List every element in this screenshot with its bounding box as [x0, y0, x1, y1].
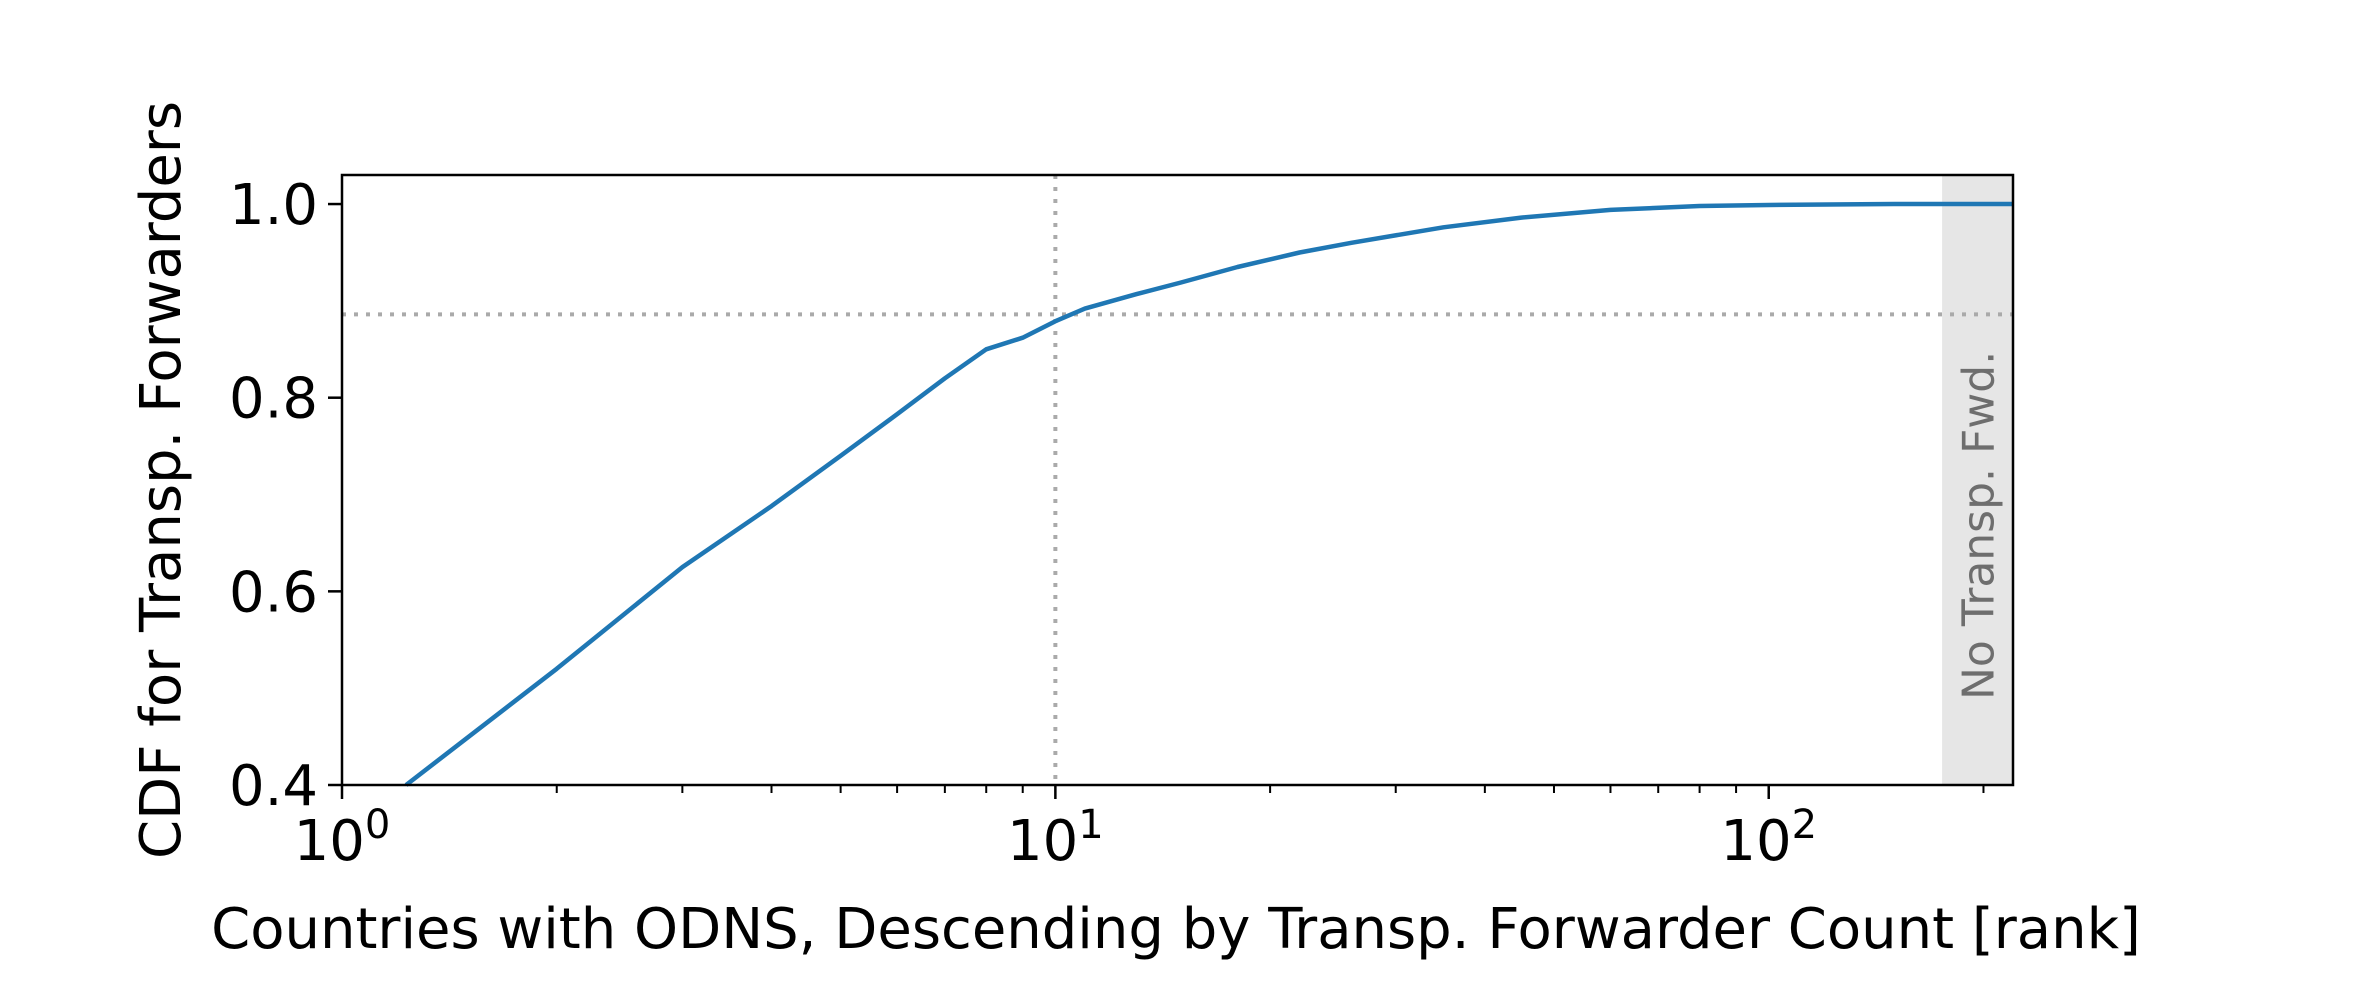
- shaded-region-layer: [1942, 175, 2013, 785]
- x-axis-label: Countries with ODNS, Descending by Trans…: [211, 897, 2141, 962]
- y-tick-label: 0.8: [229, 367, 318, 432]
- series-line-0: [404, 201, 2013, 787]
- y-tick-label: 1.0: [229, 173, 318, 238]
- x-tick-label: 100: [294, 802, 391, 874]
- reference-lines-layer: [342, 175, 2013, 785]
- ticks-layer: 0.4 0.6 0.8 1.0 100 101 102: [229, 173, 1985, 874]
- y-axis-label: CDF for Transp. Forwarders: [129, 101, 194, 859]
- x-tick-label: 102: [1720, 802, 1817, 874]
- y-tick-label: 0.4: [229, 754, 318, 819]
- shaded-region-label: No Transp. Fwd.: [1954, 351, 2005, 700]
- shaded-region: [1942, 175, 2013, 785]
- x-tick-label: 101: [1007, 802, 1104, 874]
- series-layer: [404, 201, 2013, 787]
- y-tick-label: 0.6: [229, 560, 318, 625]
- plot-frame: [340, 173, 2015, 787]
